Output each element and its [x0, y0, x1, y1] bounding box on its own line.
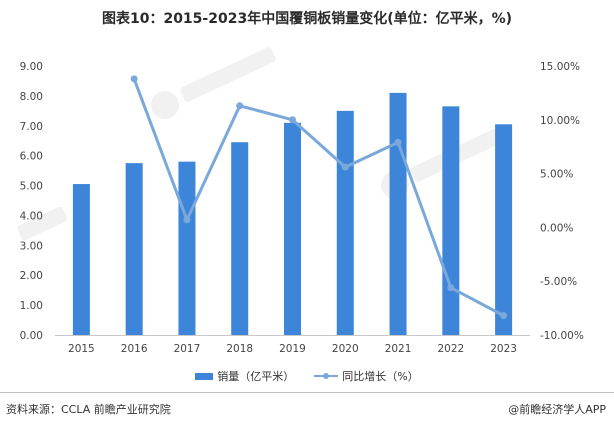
growth-line [132, 77, 506, 318]
legend-item-bar: 销量（亿平米） [195, 368, 294, 384]
bar-series [72, 92, 513, 336]
left-tick-label: 5.00 [20, 181, 43, 193]
right-tick-label: 5.00% [540, 169, 573, 181]
growth-point [183, 216, 191, 224]
bar [442, 106, 460, 335]
bar [389, 92, 407, 336]
legend-line-label: 同比增长（%） [342, 370, 419, 383]
left-tick-label: 9.00 [20, 61, 43, 73]
x-tick-label: 2018 [226, 343, 253, 355]
footer: 资料来源：CCLA 前瞻产业研究院 @前瞻经济学人APP [0, 392, 614, 416]
bar [231, 142, 249, 335]
right-tick-label: 15.00% [540, 61, 580, 73]
left-tick-label: 4.00 [20, 210, 43, 222]
bar [125, 163, 143, 335]
source-text: 资料来源：CCLA 前瞻产业研究院 [6, 403, 171, 416]
left-tick-label: 0.00 [20, 330, 43, 342]
growth-point [500, 312, 508, 320]
left-tick-label: 6.00 [20, 151, 43, 163]
credit-text: @前瞻经济学人APP [508, 403, 606, 416]
legend-line-swatch [314, 371, 339, 381]
right-axis: -10.00% -5.00% 0.00% 5.00% 10.00% 15.00% [540, 61, 584, 342]
growth-point [289, 116, 296, 124]
line-series [130, 75, 508, 320]
growth-point [394, 138, 402, 146]
right-tick-label: -10.00% [540, 330, 584, 342]
growth-point [236, 102, 244, 110]
x-tick-label: 2019 [279, 343, 306, 355]
growth-point [130, 75, 138, 83]
left-tick-label: 3.00 [20, 240, 43, 252]
bar [72, 184, 90, 335]
x-tick-label: 2015 [68, 343, 95, 355]
legend-bar-swatch [195, 372, 214, 380]
x-tick-label: 2021 [385, 343, 412, 355]
growth-point [447, 284, 455, 292]
right-tick-label: 10.00% [540, 115, 580, 127]
left-tick-label: 7.00 [20, 121, 43, 133]
right-tick-label: 0.00% [540, 222, 573, 234]
x-tick-label: 2016 [121, 343, 148, 355]
legend-item-line: 同比增长（%） [314, 368, 419, 384]
left-tick-label: 8.00 [20, 91, 43, 103]
bar [178, 161, 196, 335]
left-tick-label: 2.00 [20, 270, 43, 282]
watermark [17, 47, 506, 241]
legend-bar-label: 销量（亿平米） [217, 370, 295, 383]
growth-point [341, 163, 349, 171]
right-tick-label: -5.00% [540, 276, 577, 288]
left-tick-label: 1.00 [20, 300, 43, 312]
x-tick-label: 2020 [332, 343, 359, 355]
x-tick-label: 2017 [174, 343, 201, 355]
legend: 销量（亿平米） 同比增长（%） [0, 368, 614, 384]
x-tick-label: 2022 [437, 343, 464, 355]
bar [284, 122, 301, 336]
chart-title: 图表10：2015-2023年中国覆铜板销量变化(单位：亿平米，%) [101, 11, 513, 27]
x-tick-label: 2023 [490, 343, 517, 355]
x-axis: 2015 2016 2017 2018 2019 2020 2021 2022 2023 [55, 335, 530, 355]
bar [336, 110, 354, 335]
left-axis: 0.00 1.00 2.00 3.00 4.00 5.00 6.00 7.00 8.00 9.00 [20, 61, 43, 342]
bar [495, 124, 513, 336]
